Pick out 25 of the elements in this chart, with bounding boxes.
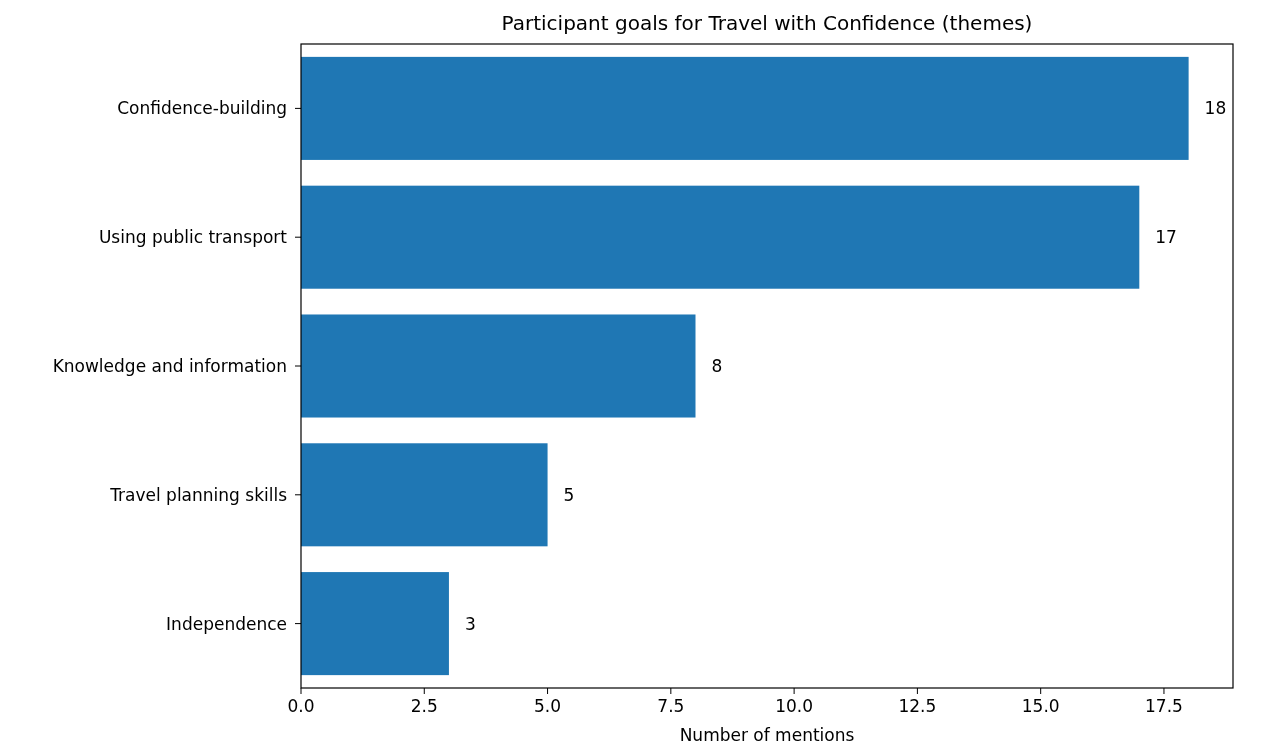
x-axis-title: Number of mentions [679,725,855,745]
x-tick-label: 12.5 [898,696,937,716]
x-tick-label: 0.0 [287,696,315,716]
y-tick-label: Confidence-building [117,98,287,119]
x-tick-label: 17.5 [1145,696,1183,716]
data-label: 3 [464,613,476,634]
bar [301,443,548,547]
data-label: 8 [711,355,723,376]
x-tick-label: 10.0 [775,696,814,716]
data-label: 17 [1155,227,1177,248]
y-tick-label: Independence [166,613,287,634]
x-tick-label: 7.5 [657,696,685,716]
x-tick-label: 5.0 [534,696,562,716]
bar [301,56,1189,160]
data-label: 18 [1204,98,1227,119]
y-tick-label: Using public transport [98,227,288,248]
y-tick-label: Travel planning skills [109,484,288,505]
bar [301,314,696,418]
chart-title: Participant goals for Travel with Confidence (themes) [501,11,1033,35]
y-tick-label: Knowledge and information [52,355,287,376]
x-tick-label: 15.0 [1021,696,1060,716]
x-tick-label: 2.5 [410,696,438,716]
data-label: 5 [563,484,575,505]
bar [301,185,1140,289]
bar [301,572,449,676]
